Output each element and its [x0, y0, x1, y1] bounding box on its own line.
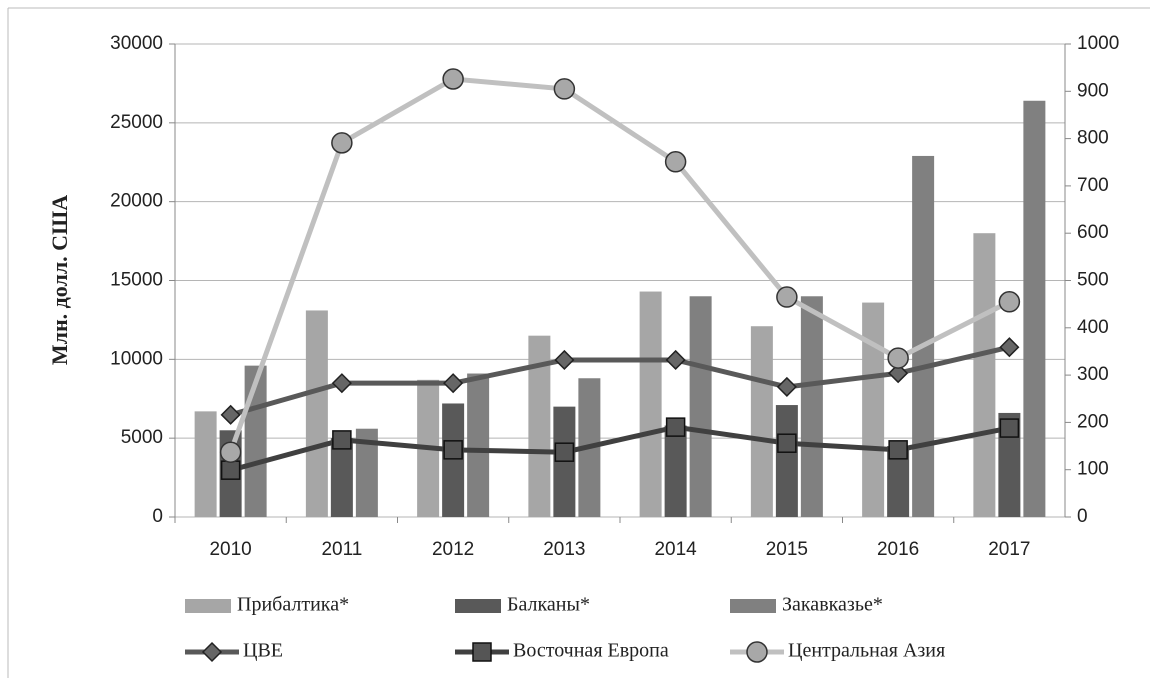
marker	[220, 460, 241, 480]
x-tick-label: 2017	[988, 539, 1030, 560]
legend-label: Восточная Европа	[513, 640, 669, 662]
marker	[665, 349, 686, 371]
y-tick-label: 30000	[110, 33, 163, 54]
y2-tick-label: 800	[1077, 128, 1109, 149]
y2-tick-label: 400	[1077, 317, 1109, 338]
y2-tick-label: 100	[1077, 459, 1109, 480]
bar	[355, 428, 378, 517]
bar	[664, 425, 687, 517]
marker	[554, 442, 575, 462]
legend-label: Балканы*	[507, 594, 590, 616]
y2-tick-label: 600	[1077, 222, 1109, 243]
marker	[776, 286, 798, 308]
marker	[443, 373, 464, 394]
legend-marker	[201, 641, 223, 663]
marker	[999, 337, 1020, 358]
marker	[442, 68, 464, 90]
bar	[305, 310, 328, 517]
bar	[973, 233, 996, 517]
marker	[664, 151, 687, 173]
marker	[553, 78, 576, 100]
x-tick-label: 2016	[877, 539, 919, 560]
marker	[331, 132, 353, 154]
legend-label: Закавказье*	[782, 594, 883, 616]
legend-swatch	[185, 599, 231, 613]
marker	[887, 347, 909, 369]
bar	[528, 335, 551, 517]
x-tick-label: 2014	[654, 539, 697, 560]
marker	[331, 373, 352, 394]
y-tick-label: 0	[152, 506, 163, 527]
marker	[220, 404, 241, 425]
marker	[665, 417, 686, 437]
bar	[467, 373, 490, 517]
y2-tick-label: 700	[1077, 175, 1109, 196]
bar	[442, 403, 465, 517]
x-tick-label: 2012	[432, 539, 474, 560]
y-tick-label: 10000	[110, 348, 163, 369]
legend-marker	[472, 642, 492, 662]
y2-tick-label: 200	[1077, 411, 1109, 432]
marker	[999, 418, 1020, 438]
y2-tick-label: 1000	[1077, 33, 1119, 54]
y-tick-label: 25000	[110, 112, 163, 133]
line	[229, 424, 1010, 473]
bar	[750, 326, 773, 517]
legend-swatch	[455, 599, 501, 613]
line	[228, 76, 1011, 454]
marker	[554, 349, 575, 371]
y-tick-label: 15000	[110, 270, 163, 291]
legend-label: Центральная Азия	[788, 640, 945, 662]
x-tick-label: 2010	[209, 539, 251, 560]
bar	[912, 155, 935, 517]
bar	[689, 296, 712, 517]
line	[229, 344, 1010, 418]
y-axis-label: Млн. долл. США	[47, 195, 72, 365]
x-tick-label: 2013	[543, 539, 585, 560]
y2-tick-label: 300	[1077, 364, 1109, 385]
y2-tick-label: 0	[1077, 506, 1088, 527]
y-tick-label: 20000	[110, 191, 163, 212]
bar	[800, 296, 823, 517]
x-tick-label: 2015	[766, 539, 808, 560]
marker	[777, 433, 797, 453]
marker	[332, 430, 352, 450]
marker	[776, 376, 797, 397]
marker	[443, 440, 463, 460]
bar	[330, 438, 353, 517]
y2-tick-label: 500	[1077, 270, 1109, 291]
bar	[775, 405, 798, 517]
legend-label: ЦВЕ	[243, 640, 283, 662]
bar	[862, 302, 885, 517]
marker	[998, 291, 1021, 313]
marker	[219, 441, 242, 463]
marker	[888, 440, 908, 460]
bar	[639, 291, 662, 517]
bar	[1023, 100, 1046, 517]
bar	[194, 411, 217, 517]
bar	[887, 446, 910, 517]
bar	[998, 412, 1021, 517]
y-tick-label: 5000	[121, 427, 163, 448]
legend-marker	[746, 641, 768, 663]
legend-swatch	[730, 599, 776, 613]
x-tick-label: 2011	[321, 539, 362, 560]
legend-label: Прибалтика*	[237, 594, 349, 616]
marker	[888, 363, 909, 384]
y2-tick-label: 900	[1077, 80, 1109, 101]
